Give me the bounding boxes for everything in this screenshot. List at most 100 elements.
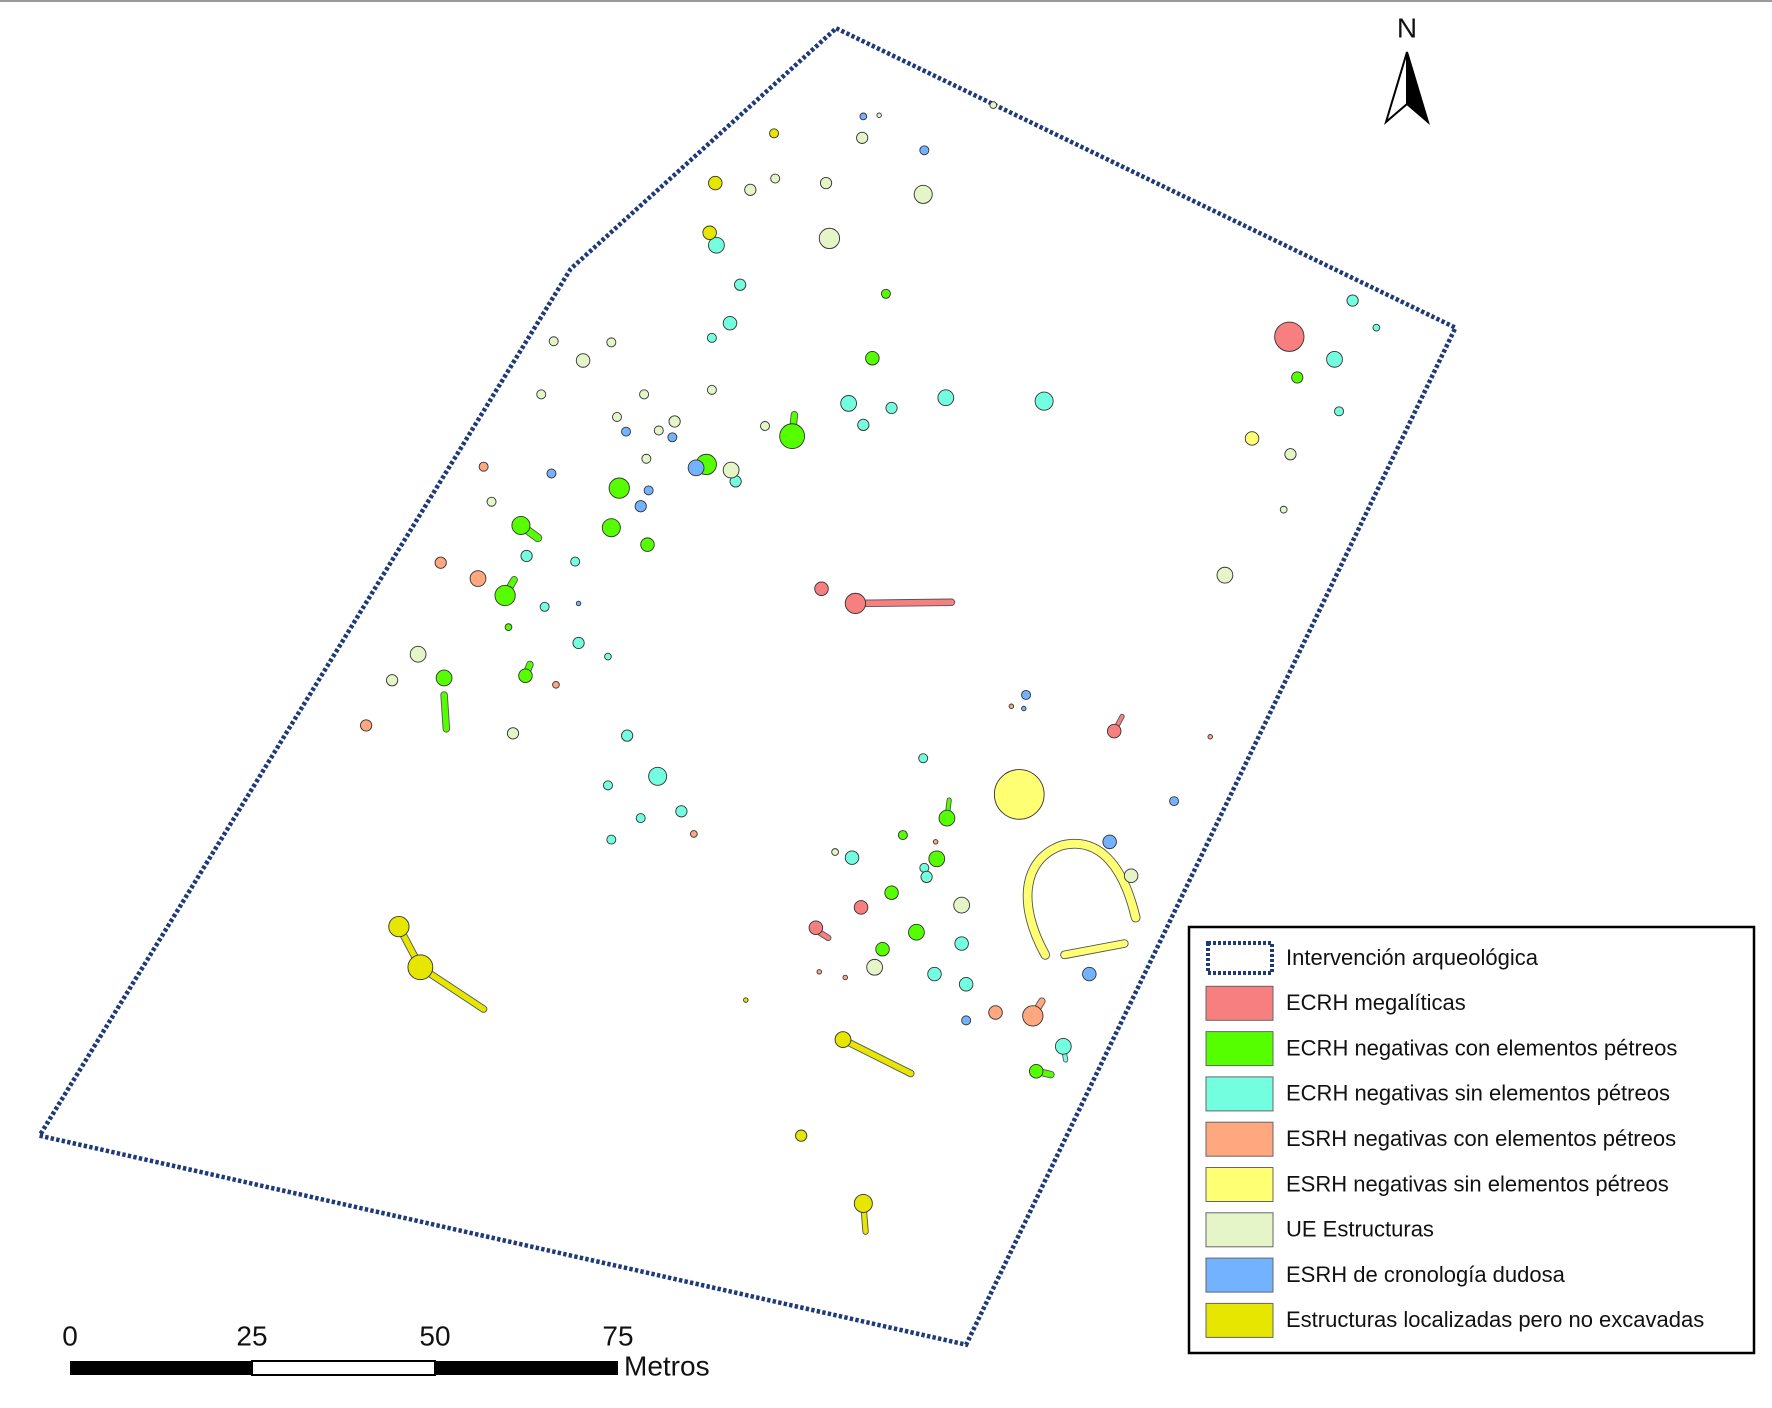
legend-swatch [1205, 1302, 1274, 1338]
feature [856, 131, 869, 144]
feature [908, 923, 925, 941]
feature [852, 599, 955, 607]
feature [961, 1015, 972, 1026]
feature [506, 727, 520, 740]
feature [639, 389, 650, 400]
feature [760, 421, 770, 431]
feature [552, 680, 560, 689]
feature [601, 518, 621, 538]
feature [606, 337, 617, 348]
feature [913, 184, 933, 204]
feature [770, 173, 781, 184]
feature [1291, 371, 1304, 384]
feature [469, 570, 487, 587]
feature [520, 549, 533, 563]
feature [866, 958, 883, 976]
feature [621, 426, 631, 437]
legend: Intervención arqueológica ECRH megalítica… [1187, 925, 1756, 1355]
feature [937, 389, 955, 407]
feature [1054, 1038, 1072, 1055]
feature [857, 418, 870, 431]
feature [675, 805, 688, 818]
feature [844, 850, 860, 865]
feature [779, 423, 806, 450]
feature [844, 592, 867, 615]
legend-swatch [1205, 1031, 1274, 1067]
feature [575, 353, 591, 368]
feature [1346, 294, 1359, 307]
feature [993, 769, 1045, 820]
feature [853, 1193, 873, 1213]
feature [1326, 350, 1343, 368]
feature [635, 813, 646, 824]
feature [1082, 966, 1097, 982]
legend-swatch [1205, 1167, 1274, 1202]
scale-tick-label: 75 [602, 1320, 633, 1351]
scale-tick-label: 50 [419, 1320, 450, 1351]
feature [918, 753, 929, 764]
feature [360, 719, 373, 732]
feature [604, 652, 612, 661]
legend-label: ECRH negativas sin elementos pétreos [1286, 1081, 1670, 1106]
feature [865, 350, 880, 366]
feature [819, 176, 833, 190]
feature [634, 500, 647, 513]
feature [1034, 391, 1054, 411]
feature [1102, 834, 1117, 850]
legend-swatch [1206, 941, 1274, 975]
feature [818, 227, 841, 250]
feature [958, 976, 974, 992]
feature [441, 692, 450, 732]
feature [859, 112, 868, 121]
feature [842, 974, 848, 981]
feature [708, 236, 725, 254]
feature [928, 850, 946, 868]
feature [1022, 1005, 1044, 1027]
feature [1284, 448, 1297, 461]
feature [989, 101, 998, 109]
feature [953, 896, 970, 914]
feature [548, 336, 559, 347]
feature [388, 915, 410, 938]
feature [608, 477, 630, 499]
legend-swatch [1205, 1076, 1274, 1112]
feature [708, 175, 723, 191]
feature [606, 834, 617, 845]
legend-swatch [1205, 985, 1274, 1021]
legend-label: ESRH de cronología dudosa [1286, 1262, 1566, 1287]
feature [434, 556, 447, 569]
feature [1123, 868, 1139, 883]
scale-unit: Metros [624, 1350, 710, 1381]
excavation-boundary [35, 25, 1459, 1348]
feature [816, 969, 822, 975]
feature [386, 674, 399, 687]
scale-bar: Metros 0 25 50 75 [62, 1320, 709, 1381]
feature [1028, 1064, 1044, 1079]
feature [932, 839, 939, 845]
legend-label: Intervención arqueológica [1286, 945, 1539, 970]
feature [1334, 406, 1345, 417]
feature [706, 384, 717, 395]
legend-swatch [1205, 1121, 1274, 1157]
feature [880, 288, 891, 299]
features [35, 25, 1459, 1348]
feature [885, 401, 898, 415]
feature [575, 600, 582, 607]
feature [1279, 505, 1288, 514]
feature [1274, 321, 1305, 352]
feature [1216, 566, 1234, 584]
feature [831, 848, 839, 856]
feature [1021, 705, 1027, 712]
feature [840, 1036, 914, 1077]
feature [1061, 940, 1128, 959]
feature [919, 145, 930, 156]
feature [834, 1031, 852, 1048]
feature [1169, 796, 1180, 807]
legend-swatch [1205, 1212, 1274, 1248]
feature [641, 453, 652, 464]
feature [536, 389, 547, 400]
legend-label: Estructuras localizadas pero no excavada… [1286, 1307, 1704, 1332]
legend-label: UE Estructuras [1286, 1217, 1434, 1242]
feature [988, 1005, 1003, 1020]
